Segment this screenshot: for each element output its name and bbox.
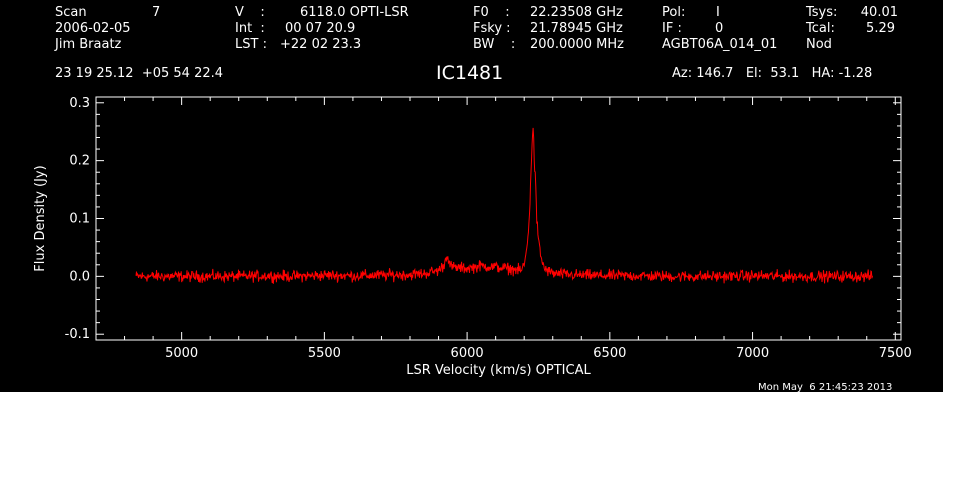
lst-label: LST : <box>235 37 267 52</box>
tcal-value: 5.29 <box>866 21 895 36</box>
y-tick-label: 0.2 <box>69 154 90 169</box>
y-tick-label: 0.3 <box>69 96 90 111</box>
bw-value: 200.0000 MHz <box>530 37 624 52</box>
bw-label: BW : <box>473 37 516 52</box>
spectrum-line <box>135 127 873 284</box>
footer-timestamp: Mon May 6 21:45:23 2013 <box>758 382 893 393</box>
x-axis-label: LSR Velocity (km/s) OPTICAL <box>406 363 591 378</box>
y-tick-label: 0.1 <box>69 212 90 227</box>
az-el-ha: Az: 146.7 El: 53.1 HA: -1.28 <box>672 66 873 81</box>
x-tick-label: 7000 <box>736 346 769 361</box>
y-axis-label: Flux Density (Jy) <box>33 165 48 271</box>
observation-date: 2006-02-05 <box>55 21 131 36</box>
x-tick-label: 5500 <box>308 346 341 361</box>
fsky-label: Fsky : <box>473 21 511 36</box>
y-tick-label: 0.0 <box>69 269 90 284</box>
f0-label: F0 : <box>473 5 510 20</box>
project-id: AGBT06A_014_01 <box>662 37 778 52</box>
x-tick-label: 6500 <box>593 346 626 361</box>
f0-value: 22.23508 GHz <box>530 5 623 20</box>
scan-label: Scan <box>55 5 87 20</box>
fsky-value: 21.78945 GHz <box>530 21 623 36</box>
tsys-value: 40.01 <box>860 5 898 20</box>
observer-name: Jim Braatz <box>55 37 122 52</box>
if-value: 0 <box>715 21 724 36</box>
int-value: 00 07 20.9 <box>285 21 356 36</box>
observing-mode: Nod <box>806 37 832 52</box>
if-label: IF : <box>662 21 682 36</box>
scan-value: 7 <box>152 5 161 20</box>
plot-frame <box>95 96 902 341</box>
x-tick-label: 5000 <box>165 346 198 361</box>
pol-label: Pol: <box>662 5 686 20</box>
source-name: IC1481 <box>436 62 504 84</box>
spectrum-panel: Scan 7 2006-02-05 Jim Braatz V : 6118.0 … <box>0 0 943 393</box>
velocity-label: V : <box>235 5 265 20</box>
source-coordinates: 23 19 25.12 +05 54 22.4 <box>55 66 224 81</box>
pol-value: I <box>716 5 720 20</box>
int-label: Int : <box>235 21 265 36</box>
spectrum-plot: 5000 5500 6000 6500 7000 7500 -0.1 0.0 0.1 0.2 0.3… <box>33 96 912 378</box>
tsys-label: Tsys: <box>806 5 838 20</box>
tcal-label: Tcal: <box>806 21 835 36</box>
x-tick-label: 6000 <box>451 346 484 361</box>
x-tick-label: 7500 <box>879 346 912 361</box>
y-tick-label: -0.1 <box>65 327 90 342</box>
lst-value: +22 02 23.3 <box>280 37 362 52</box>
velocity-value: 6118.0 OPTI-LSR <box>300 5 409 20</box>
